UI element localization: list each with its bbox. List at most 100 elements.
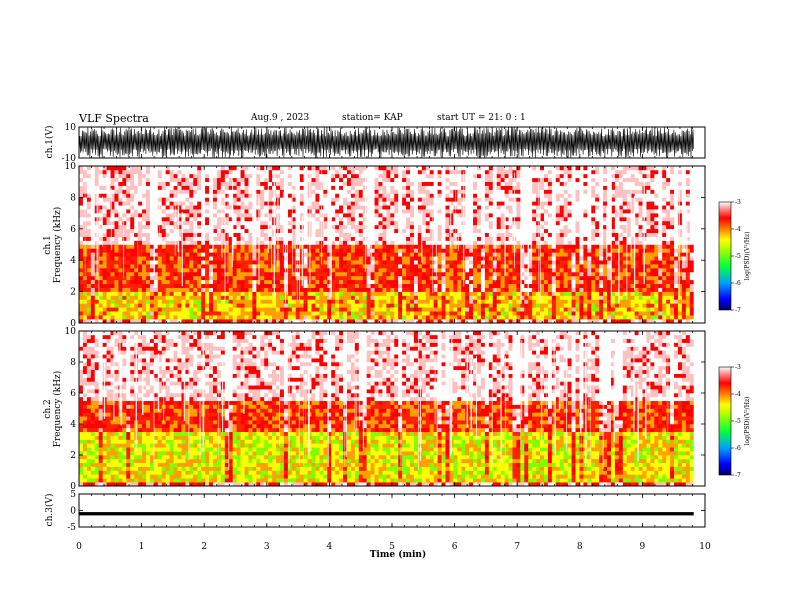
spectrogram-cell	[350, 295, 356, 300]
spectrogram-cell	[165, 319, 170, 324]
spectrogram-cell	[374, 224, 379, 230]
spectrogram-cell	[276, 185, 281, 190]
spectrogram-cell	[110, 319, 115, 324]
spectrogram-cell	[279, 299, 285, 304]
spectrogram-cell	[484, 189, 490, 194]
spectrogram-cell	[457, 319, 462, 324]
spectrogram-cell	[496, 228, 501, 234]
spectrogram-cell	[106, 228, 111, 234]
spectrogram-cell	[114, 169, 119, 175]
spectrogram-cell	[153, 279, 159, 285]
spectrogram-cell	[291, 275, 297, 281]
spectrogram-cell	[339, 240, 344, 245]
spectrogram-cell	[106, 220, 111, 226]
spectrogram-cell	[504, 197, 509, 202]
spectrogram-cell	[453, 173, 458, 179]
spectrogram-cell	[232, 189, 237, 194]
spectrogram-cell	[402, 311, 407, 316]
spectrogram-cell	[524, 275, 529, 281]
spectrogram-cell	[169, 166, 174, 171]
spectrogram-cell	[185, 287, 190, 292]
spectrogram-cell	[358, 220, 364, 226]
spectrogram-cell	[532, 197, 537, 202]
spectrogram-cell	[86, 205, 92, 210]
spectrogram-cell	[559, 319, 564, 324]
spectrogram-cell	[311, 205, 316, 210]
spectrogram-cell	[354, 228, 360, 234]
spectrogram-cell	[264, 236, 269, 241]
spectrogram-cell	[516, 299, 521, 304]
spectrogram-cell	[315, 260, 320, 265]
spectrogram-cell	[236, 315, 241, 320]
spectrogram-cell	[173, 209, 178, 214]
spectrogram-cell	[90, 252, 96, 257]
spectrogram-cell	[390, 307, 395, 312]
spectrogram-cell	[413, 252, 419, 257]
spectrogram-cell	[291, 189, 297, 194]
spectrogram-cell	[94, 185, 99, 190]
spectrogram-cell	[209, 319, 214, 324]
spectrogram-cell	[323, 244, 328, 249]
spectrogram-cell	[540, 279, 545, 285]
spectrogram-cell	[394, 283, 399, 288]
spectrogram-cell	[165, 185, 170, 190]
spectrogram-cell	[516, 232, 521, 237]
spectrogram-cell	[488, 224, 494, 230]
spectrogram-cell	[473, 189, 478, 194]
spectrogram-cell	[386, 205, 391, 210]
spectrogram-cell	[327, 177, 332, 182]
spectrogram-cell	[433, 291, 438, 296]
spectrogram-cell	[126, 287, 131, 292]
spectrogram-cell	[248, 268, 253, 273]
spectrogram-cell	[201, 315, 206, 320]
spectrogram-cell	[382, 169, 387, 175]
spectrogram-cell	[252, 315, 257, 320]
spectrogram-cell	[410, 189, 415, 194]
spectrogram-cell	[138, 181, 143, 186]
spectrogram-cell	[276, 319, 281, 324]
spectrogram-cell	[86, 252, 92, 257]
spectrogram-cell	[114, 275, 119, 281]
spectrogram-cell	[110, 236, 115, 241]
spectrogram-cell	[228, 271, 233, 277]
spectrogram-cell	[177, 275, 182, 281]
spectrogram-cell	[398, 197, 403, 202]
spectrogram-cell	[240, 260, 245, 265]
spectrogram-cell	[390, 271, 395, 277]
spectrogram-cell	[354, 295, 360, 300]
spectrogram-cell	[402, 185, 407, 190]
spectrogram-cell	[532, 256, 537, 261]
spectrogram-cell	[563, 244, 568, 249]
spectrogram-cell	[126, 213, 131, 218]
spectrogram-cell	[157, 169, 163, 175]
spectrogram-cell	[118, 181, 123, 186]
spectrogram-cell	[130, 181, 135, 186]
spectrogram-cell	[256, 295, 261, 300]
spectrogram-cell	[358, 299, 364, 304]
spectrogram-cell	[177, 213, 182, 218]
spectrogram-cell	[82, 173, 88, 179]
spectrogram-cell	[362, 319, 367, 324]
spectrogram-cell	[252, 185, 257, 190]
spectrogram-cell	[244, 291, 249, 296]
spectrogram-cell	[228, 228, 233, 234]
spectrogram-cell	[504, 181, 509, 186]
spectrogram-cell	[327, 248, 332, 253]
spectrogram-cell	[563, 248, 568, 253]
spectrogram-cell	[268, 279, 273, 285]
spectrogram-cell	[248, 240, 253, 245]
spectrogram-cell	[547, 311, 553, 316]
spectrogram-cell	[457, 197, 462, 202]
spectrogram-cell	[149, 303, 155, 308]
spectrogram-cell	[413, 213, 419, 218]
spectrogram-cell	[551, 268, 557, 273]
spectrogram-cell	[228, 173, 233, 179]
spectrogram-cell	[205, 283, 210, 288]
spectrogram-cell	[193, 220, 198, 226]
spectrogram-cell	[484, 256, 490, 261]
spectrogram-cell	[106, 236, 111, 241]
spectrogram-cell	[473, 295, 478, 300]
spectrogram-cell	[441, 291, 446, 296]
spectrogram-cell	[232, 177, 237, 182]
spectrogram-cell	[256, 283, 261, 288]
